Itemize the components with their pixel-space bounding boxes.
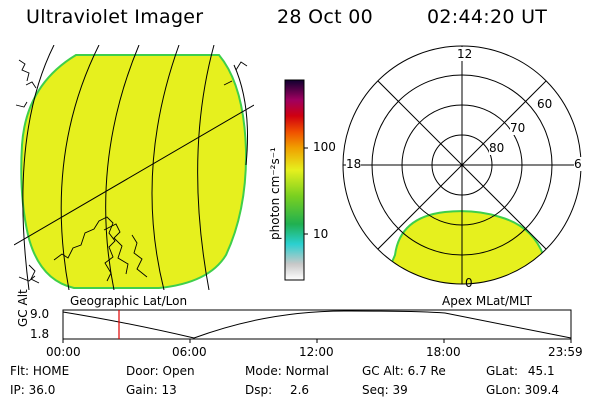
- mlt-label-12: 12: [457, 47, 473, 61]
- gain-label: Gain:: [126, 383, 158, 397]
- glon-status: GLon: 309.4: [486, 383, 559, 397]
- mlat-label-80: 80: [489, 141, 505, 155]
- time-tick-0000: 00:00: [46, 345, 81, 359]
- flt-value: HOME: [32, 364, 70, 378]
- glat-status: GLat: 45.1: [486, 364, 555, 378]
- geo-panel-label: Geographic Lat/Lon: [70, 294, 188, 308]
- ip-status: IP: 36.0: [10, 383, 55, 397]
- gain-value: 13: [161, 383, 177, 397]
- altitude-curve: [62, 310, 572, 339]
- altitude-ymax: 9.0: [30, 307, 50, 321]
- polar-grid: [342, 45, 582, 285]
- altitude-ylabel: GC Alt: [16, 289, 30, 327]
- seq-label: Seq:: [362, 383, 389, 397]
- mode-value: Normal: [285, 364, 329, 378]
- mlt-label-6: 6: [574, 157, 582, 171]
- door-label: Door:: [126, 364, 159, 378]
- uv-emission-disc: [20, 54, 248, 289]
- glat-value: 45.1: [527, 364, 555, 378]
- colorbar-tick-10: 10: [313, 227, 329, 241]
- ip-label: IP:: [10, 383, 25, 397]
- mode-label: Mode:: [245, 364, 282, 378]
- date-label: 28 Oct 00: [277, 6, 373, 28]
- time-label: 02:44:20 UT: [427, 6, 548, 28]
- gcalt-status: GC Alt: 6.7 Re: [362, 364, 446, 378]
- colorbar: [284, 79, 308, 281]
- polar-panel-label: Apex MLat/MLT: [442, 294, 532, 308]
- colorbar-gradient: [284, 79, 305, 281]
- gcalt-label: GC Alt:: [362, 364, 404, 378]
- seq-status: Seq: 39: [362, 383, 408, 397]
- time-tick-2359: 23:59: [548, 345, 583, 359]
- dsp-label: Dsp:: [245, 383, 273, 397]
- instrument-title: Ultraviolet Imager: [26, 6, 204, 28]
- time-tick-0600: 06:00: [172, 345, 207, 359]
- colorbar-unit-label: photon cm⁻²s⁻¹: [268, 147, 282, 240]
- lat-lon-grid: [14, 45, 254, 290]
- altitude-plot: [62, 309, 572, 343]
- seq-value: 39: [392, 383, 408, 397]
- glon-value: 309.4: [524, 383, 559, 397]
- ip-value: 36.0: [28, 383, 56, 397]
- door-value: Open: [162, 364, 195, 378]
- gain-status: Gain: 13: [126, 383, 177, 397]
- time-tick-1800: 18:00: [426, 345, 461, 359]
- altitude-ymin: 1.8: [30, 327, 50, 341]
- door-status: Door: Open: [126, 364, 195, 378]
- coastline: [15, 59, 248, 284]
- flt-label: Flt:: [10, 364, 29, 378]
- mlat-label-70: 70: [510, 121, 526, 135]
- glon-label: GLon:: [486, 383, 521, 397]
- mlt-label-0: 0: [465, 276, 473, 290]
- flight-status: Flt: HOME: [10, 364, 69, 378]
- glat-label: GLat:: [486, 364, 519, 378]
- geographic-map-panel: [14, 45, 254, 290]
- mlt-label-18: 18: [346, 157, 362, 171]
- mlat-label-60: 60: [537, 97, 553, 111]
- gcalt-value: 6.7 Re: [407, 364, 446, 378]
- colorbar-tick-100: 100: [313, 140, 336, 154]
- time-tick-1200: 12:00: [299, 345, 334, 359]
- altitude-plot-frame: [62, 309, 572, 340]
- dsp-status: Dsp: 2.6: [245, 383, 309, 397]
- mode-status: Mode: Normal: [245, 364, 329, 378]
- polar-plot-panel: [342, 45, 582, 285]
- dsp-value: 2.6: [289, 383, 310, 397]
